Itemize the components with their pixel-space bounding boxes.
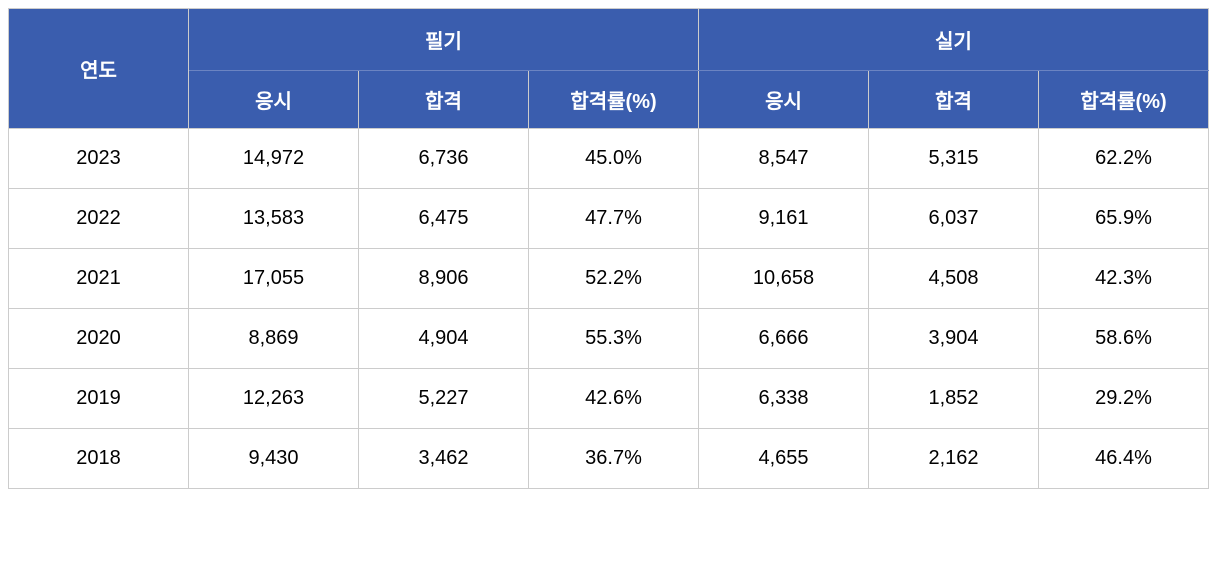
cell-practical-applicants: 6,338 — [699, 369, 869, 429]
cell-written-rate: 55.3% — [529, 309, 699, 369]
table-row: 202117,0558,90652.2%10,6584,50842.3% — [9, 249, 1209, 309]
cell-written-applicants: 17,055 — [189, 249, 359, 309]
header-practical-applicants: 응시 — [699, 71, 869, 129]
cell-written-passed: 4,904 — [359, 309, 529, 369]
cell-written-applicants: 14,972 — [189, 129, 359, 189]
cell-practical-rate: 58.6% — [1039, 309, 1209, 369]
cell-practical-applicants: 10,658 — [699, 249, 869, 309]
cell-written-applicants: 12,263 — [189, 369, 359, 429]
cell-year: 2020 — [9, 309, 189, 369]
cell-practical-passed: 6,037 — [869, 189, 1039, 249]
table-row: 202213,5836,47547.7%9,1616,03765.9% — [9, 189, 1209, 249]
cell-written-passed: 8,906 — [359, 249, 529, 309]
cell-written-passed: 5,227 — [359, 369, 529, 429]
cell-practical-passed: 4,508 — [869, 249, 1039, 309]
cell-practical-rate: 46.4% — [1039, 429, 1209, 489]
header-practical: 실기 — [699, 9, 1209, 71]
cell-practical-rate: 29.2% — [1039, 369, 1209, 429]
cell-written-applicants: 13,583 — [189, 189, 359, 249]
cell-written-applicants: 8,869 — [189, 309, 359, 369]
cell-written-rate: 42.6% — [529, 369, 699, 429]
cell-written-passed: 6,736 — [359, 129, 529, 189]
cell-written-rate: 45.0% — [529, 129, 699, 189]
cell-practical-passed: 3,904 — [869, 309, 1039, 369]
cell-written-rate: 47.7% — [529, 189, 699, 249]
cell-written-passed: 3,462 — [359, 429, 529, 489]
table-row: 20208,8694,90455.3%6,6663,90458.6% — [9, 309, 1209, 369]
cell-practical-rate: 62.2% — [1039, 129, 1209, 189]
cell-written-rate: 52.2% — [529, 249, 699, 309]
table-body: 202314,9726,73645.0%8,5475,31562.2%20221… — [9, 129, 1209, 489]
cell-practical-passed: 5,315 — [869, 129, 1039, 189]
cell-year: 2023 — [9, 129, 189, 189]
cell-year: 2022 — [9, 189, 189, 249]
cell-written-passed: 6,475 — [359, 189, 529, 249]
cell-practical-applicants: 9,161 — [699, 189, 869, 249]
cell-written-applicants: 9,430 — [189, 429, 359, 489]
cell-year: 2019 — [9, 369, 189, 429]
header-practical-rate: 합격률(%) — [1039, 71, 1209, 129]
header-written: 필기 — [189, 9, 699, 71]
cell-practical-applicants: 4,655 — [699, 429, 869, 489]
cell-written-rate: 36.7% — [529, 429, 699, 489]
cell-year: 2018 — [9, 429, 189, 489]
cell-practical-applicants: 8,547 — [699, 129, 869, 189]
cell-practical-rate: 65.9% — [1039, 189, 1209, 249]
header-written-passed: 합격 — [359, 71, 529, 129]
table-row: 201912,2635,22742.6%6,3381,85229.2% — [9, 369, 1209, 429]
exam-statistics-table: 연도 필기 실기 응시 합격 합격률(%) 응시 합격 합격률(%) 20231… — [8, 8, 1209, 489]
cell-practical-passed: 1,852 — [869, 369, 1039, 429]
header-practical-passed: 합격 — [869, 71, 1039, 129]
table-header: 연도 필기 실기 응시 합격 합격률(%) 응시 합격 합격률(%) — [9, 9, 1209, 129]
table-row: 20189,4303,46236.7%4,6552,16246.4% — [9, 429, 1209, 489]
header-written-applicants: 응시 — [189, 71, 359, 129]
cell-year: 2021 — [9, 249, 189, 309]
cell-practical-rate: 42.3% — [1039, 249, 1209, 309]
header-written-rate: 합격률(%) — [529, 71, 699, 129]
header-year: 연도 — [9, 9, 189, 129]
cell-practical-passed: 2,162 — [869, 429, 1039, 489]
table-row: 202314,9726,73645.0%8,5475,31562.2% — [9, 129, 1209, 189]
cell-practical-applicants: 6,666 — [699, 309, 869, 369]
